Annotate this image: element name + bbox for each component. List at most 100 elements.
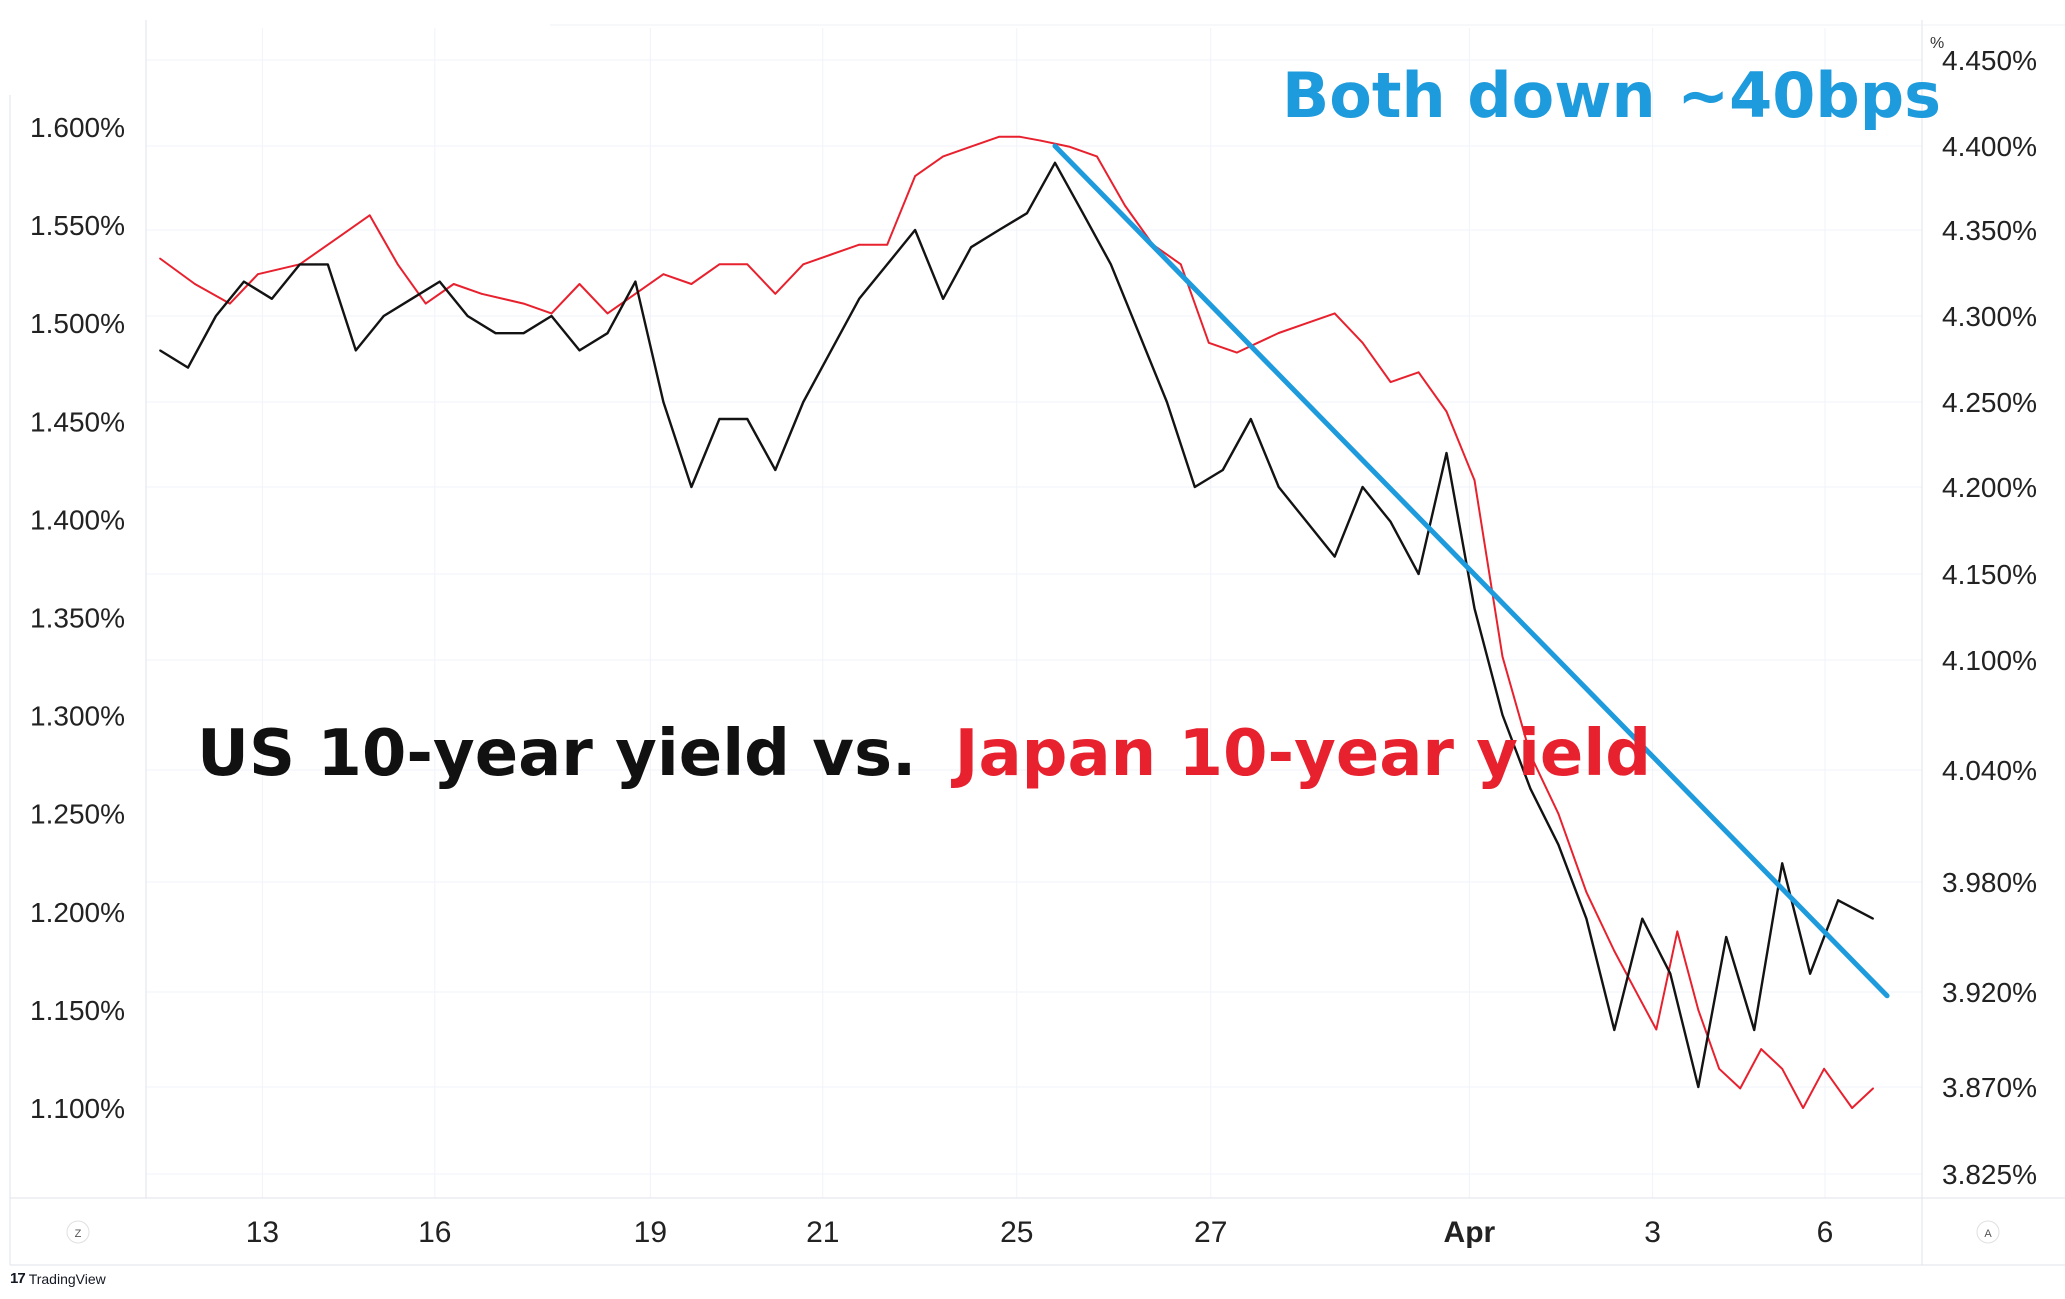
us-yield-point [1872, 917, 1874, 920]
us-yield-line [159, 161, 1874, 1089]
left-tick-label: 1.600% [30, 112, 125, 143]
us-yield-point [830, 349, 833, 352]
japan-yield-point [662, 273, 665, 276]
japan-yield-point [1277, 332, 1280, 334]
trendline-layer [1052, 143, 1890, 999]
us-yield-point [1725, 936, 1728, 938]
us-yield-point [662, 401, 665, 403]
japan-yield-point [858, 243, 861, 246]
us-yield-point [970, 246, 972, 249]
svg-text:Z: Z [75, 1228, 82, 1240]
us-yield-point [494, 332, 497, 335]
x-tick-label: 3 [1644, 1216, 1661, 1249]
japan-yield-point [1718, 1067, 1721, 1070]
japan-yield-point [1837, 1087, 1839, 1090]
japan-yield-point [802, 263, 805, 266]
japan-yield-point [1501, 655, 1504, 658]
japan-yield-point [606, 312, 609, 315]
title-us-part: US 10-year yield vs. [197, 717, 916, 791]
right-tick-label: 3.980% [1942, 867, 2037, 898]
right-tick-label: 4.040% [1942, 755, 2037, 786]
x-tick-label: 16 [418, 1216, 451, 1249]
left-tick-label: 1.150% [30, 995, 125, 1026]
japan-yield-point [1417, 371, 1420, 374]
callout-annotation: Both down ~40bps [1282, 59, 1941, 132]
downtrend-line [1052, 143, 1890, 999]
us-yield-point [1473, 607, 1476, 610]
japan-yield-point [942, 155, 944, 158]
japan-yield-point [1613, 950, 1616, 952]
japan-yield-point [368, 214, 371, 217]
x-tick-label: 19 [634, 1216, 667, 1249]
us-yield-point [1277, 486, 1280, 488]
us-yield-point [215, 315, 217, 317]
us-yield-point [886, 263, 889, 266]
us-yield-point [1082, 212, 1084, 215]
us-yield-point [550, 315, 553, 317]
us-yield-point [578, 349, 581, 352]
right-tick-label: 4.250% [1942, 387, 2037, 418]
japan-yield-point [229, 302, 231, 305]
japan-yield-point [1445, 410, 1448, 413]
us-yield-point [1166, 401, 1168, 403]
japan-yield-point [1781, 1067, 1784, 1070]
chart-title: US 10-year yield vs. Japan 10-year yield [197, 717, 1651, 791]
japan-yield-point [1389, 381, 1392, 383]
left-tick-label: 1.250% [30, 799, 125, 830]
japan-yield-point [480, 292, 483, 295]
us-yield-point [1557, 843, 1560, 846]
right-tick-label: 4.200% [1942, 472, 2037, 503]
us-yield-point [1026, 212, 1028, 215]
us-yield-point [1305, 520, 1308, 523]
us-yield-point [187, 366, 189, 369]
japan-yield-point [746, 263, 749, 266]
japan-yield-point [1333, 312, 1336, 315]
japan-yield-point [886, 243, 889, 246]
japan-yield-point [830, 253, 833, 256]
left-tick-label: 1.450% [30, 406, 125, 437]
japan-yield-point [1096, 155, 1098, 158]
japan-yield-point [1676, 930, 1679, 933]
japan-yield-point [1697, 1009, 1700, 1011]
right-tick-label: 4.350% [1942, 215, 2037, 246]
japan-yield-point [550, 312, 553, 315]
us-yield-point [1054, 161, 1056, 164]
japan-yield-point [257, 273, 259, 276]
japan-yield-point [194, 283, 196, 285]
japan-yield-point [1019, 135, 1021, 138]
grid-lines [146, 28, 1922, 1198]
japan-yield-point [522, 302, 525, 305]
us-yield-point [746, 418, 749, 420]
x-tick-label: 27 [1194, 1216, 1227, 1249]
japan-yield-point [578, 283, 581, 285]
us-yield-point [1501, 714, 1504, 716]
us-yield-point [1585, 917, 1588, 920]
us-yield-point [298, 263, 301, 266]
japan-yield-point [159, 257, 161, 260]
x-tick-label: 21 [806, 1216, 839, 1249]
right-tick-label: 4.150% [1942, 559, 2037, 590]
us-yield-point [159, 349, 161, 352]
japan-yield-point [1655, 1028, 1658, 1031]
japan-yield-point [1207, 341, 1210, 344]
series-layer [159, 135, 1874, 1109]
japan-yield-point [1872, 1087, 1874, 1090]
us-yield-point [858, 297, 861, 300]
japan-yield-point [1473, 479, 1476, 482]
japan-yield-point [774, 292, 777, 295]
us-yield-point [606, 332, 609, 335]
japan-yield-point [1739, 1087, 1742, 1090]
us-yield-point [1753, 1029, 1756, 1031]
us-yield-point [438, 280, 441, 283]
us-yield-point [1837, 899, 1839, 902]
us-yield-point [998, 229, 1000, 231]
right-tick-label: 4.300% [1942, 301, 2037, 332]
japan-yield-point [718, 263, 721, 266]
japan-yield-point [998, 135, 1000, 138]
us-yield-point [802, 401, 805, 403]
us-yield-point [1361, 486, 1364, 488]
title-japan-part: Japan 10-year yield [951, 717, 1651, 791]
x-tick-label: Apr [1444, 1216, 1496, 1249]
us-yield-point [271, 297, 273, 300]
